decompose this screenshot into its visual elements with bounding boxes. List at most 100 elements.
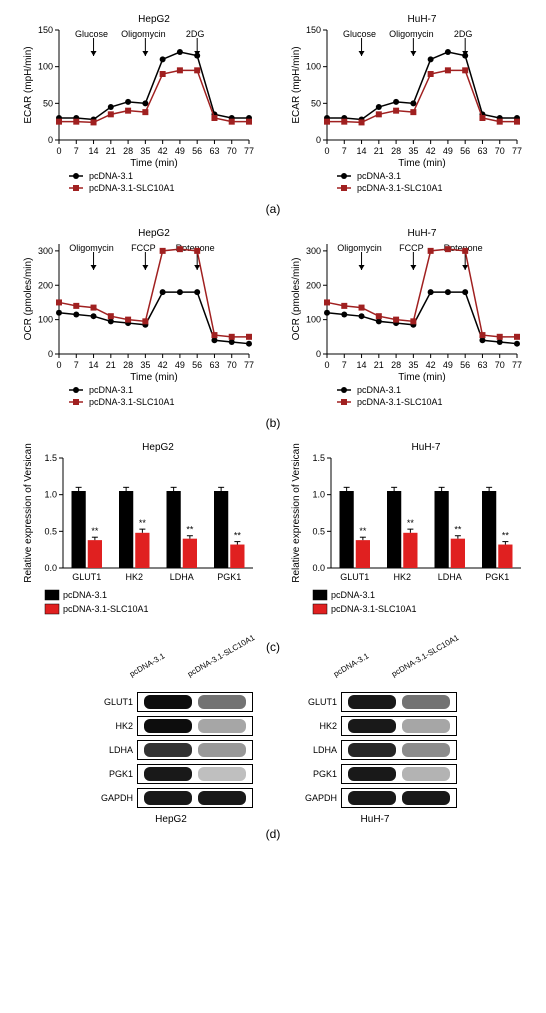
x-tick-label: 70: [227, 146, 237, 156]
data-marker: [462, 53, 468, 59]
blot-band: [348, 719, 396, 733]
blot-lanes: [137, 692, 253, 712]
x-tick-label: 7: [74, 146, 79, 156]
blot-row: PGK1: [89, 764, 253, 784]
x-tick-label: 49: [443, 360, 453, 370]
blot-row: LDHA: [89, 740, 253, 760]
data-marker: [376, 111, 382, 117]
data-marker: [497, 334, 503, 340]
data-marker: [229, 334, 235, 340]
data-marker: [211, 332, 217, 338]
blot-band: [198, 719, 246, 733]
x-tick-label: 56: [192, 360, 202, 370]
panel-a: HepG20501001500714212835424956637077Time…: [10, 10, 536, 200]
data-marker: [393, 108, 399, 114]
data-marker: [142, 318, 148, 324]
x-tick-label: 56: [460, 360, 470, 370]
blot-row: GLUT1: [293, 692, 457, 712]
legend-item: pcDNA-3.1-SLC10A1: [89, 183, 175, 193]
y-tick-label: 200: [306, 280, 321, 290]
x-tick-label: 21: [106, 146, 116, 156]
x-axis-title: Time (min): [130, 158, 177, 169]
x-tick-label: 63: [209, 146, 219, 156]
bar: [356, 540, 370, 568]
data-marker: [324, 299, 330, 305]
x-tick-label: 7: [342, 360, 347, 370]
bar: [119, 491, 133, 568]
protein-label: PGK1: [293, 769, 341, 779]
y-tick-label: 1.0: [44, 490, 57, 500]
series-line: [59, 52, 249, 119]
chart-title: HuH-7: [408, 14, 437, 25]
x-tick-label: 0: [56, 146, 61, 156]
significance-marker: **: [186, 525, 194, 535]
data-marker: [177, 49, 183, 55]
blot-band: [198, 767, 246, 781]
y-tick-label: 300: [306, 246, 321, 256]
data-marker: [91, 305, 97, 311]
annotation-label: FCCP: [399, 243, 424, 253]
y-tick-label: 0: [316, 349, 321, 359]
line-chart: HepG20501001500714212835424956637077Time…: [19, 10, 259, 200]
annotation-label: Oligomycin: [389, 29, 434, 39]
panel-b-label: (b): [10, 416, 536, 430]
bar: [403, 533, 417, 568]
x-tick-label: 77: [244, 360, 254, 370]
annotation-label: Oligomycin: [121, 29, 166, 39]
blot-row: GAPDH: [293, 788, 457, 808]
chart-title: HepG2: [138, 14, 170, 25]
category-label: PGK1: [485, 572, 509, 582]
x-tick-label: 28: [391, 360, 401, 370]
data-marker: [428, 289, 434, 295]
blot-row: LDHA: [293, 740, 457, 760]
blot-lanes: [137, 788, 253, 808]
data-marker: [479, 115, 485, 121]
y-tick-label: 1.0: [312, 490, 325, 500]
data-marker: [376, 104, 382, 110]
data-marker: [462, 289, 468, 295]
data-marker: [194, 248, 200, 254]
data-marker: [479, 337, 485, 343]
blot-band: [198, 695, 246, 709]
y-axis-title: Relative expression of Versican: [23, 443, 34, 583]
data-marker: [108, 318, 114, 324]
blot-column: pcDNA-3.1pcDNA-3.1-SLC10A1GLUT1HK2LDHAPG…: [293, 662, 457, 825]
data-marker: [125, 317, 131, 323]
protein-label: GLUT1: [293, 697, 341, 707]
category-label: GLUT1: [72, 572, 101, 582]
legend-item: pcDNA-3.1: [357, 171, 401, 181]
protein-label: GAPDH: [293, 793, 341, 803]
blot-lanes: [341, 692, 457, 712]
data-marker: [514, 119, 520, 125]
blot-row: HK2: [89, 716, 253, 736]
x-tick-label: 28: [123, 146, 133, 156]
legend-item: pcDNA-3.1: [89, 171, 133, 181]
legend-item: pcDNA-3.1-SLC10A1: [63, 604, 149, 614]
x-tick-label: 49: [443, 146, 453, 156]
panel-c: HepG20.00.51.01.5Relative expression of …: [10, 438, 536, 638]
legend-item: pcDNA-3.1: [63, 590, 107, 600]
series-line: [327, 249, 517, 337]
bar: [183, 539, 197, 568]
data-marker: [497, 339, 503, 345]
legend-item: pcDNA-3.1-SLC10A1: [89, 397, 175, 407]
x-tick-label: 56: [460, 146, 470, 156]
x-tick-label: 35: [140, 360, 150, 370]
panel-b: HepG201002003000714212835424956637077Tim…: [10, 224, 536, 414]
line-chart: HuH-70501001500714212835424956637077Time…: [287, 10, 527, 200]
data-marker: [194, 53, 200, 59]
data-marker: [359, 119, 365, 125]
x-tick-label: 63: [477, 146, 487, 156]
y-tick-label: 50: [311, 98, 321, 108]
data-marker: [462, 67, 468, 73]
data-marker: [246, 119, 252, 125]
blot-lanes: [341, 740, 457, 760]
x-tick-label: 28: [391, 146, 401, 156]
x-tick-label: 35: [408, 146, 418, 156]
cell-line-label: HepG2: [155, 814, 187, 825]
category-label: HK2: [393, 572, 411, 582]
blot-band: [144, 719, 192, 733]
data-marker: [393, 317, 399, 323]
data-marker: [194, 67, 200, 73]
y-axis-title: Relative expression of Versican: [291, 443, 302, 583]
